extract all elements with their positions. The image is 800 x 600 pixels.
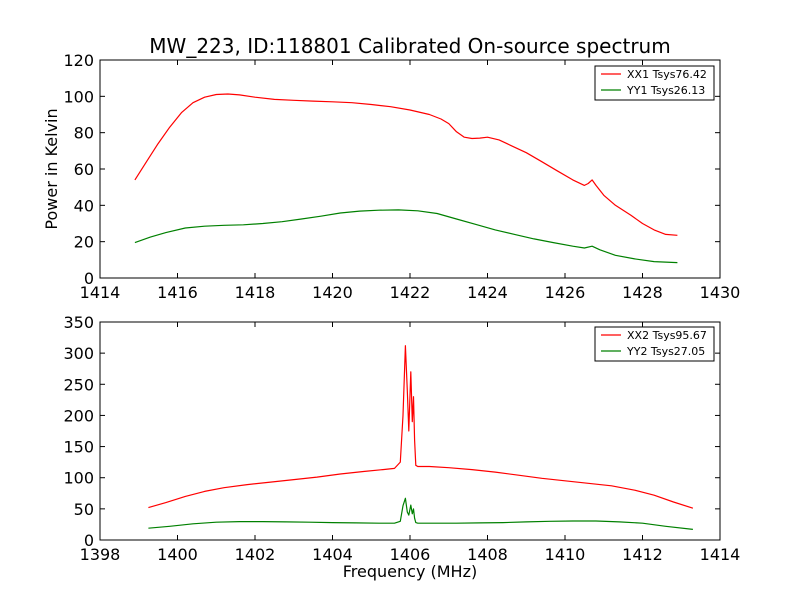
x-tick-label: 1424 [467,283,508,302]
x-tick-label: 1398 [80,545,121,564]
y-tick-label: 350 [63,313,94,332]
y-tick-label: 150 [63,438,94,457]
y-tick-label: 50 [74,500,94,519]
y-axis-label: Power in Kelvin [42,108,61,229]
bottom-panel: 1398 1400 1402 1404 1406 1408 1410 1412 1414 0 50 1… [63,313,740,564]
top-panel: 1414 1416 1418 1420 1422 1424 1426 1428 1430 0 20 4… [63,51,740,302]
x-tick-label: 1406 [390,545,431,564]
series-line-xx [134,93,678,236]
y-tick-label: 200 [63,406,94,425]
x-tick-label: 1412 [622,545,663,564]
y-tick-label: 250 [63,375,94,394]
x-tick-label: 1402 [235,545,276,564]
x-tick-label: 1422 [390,283,431,302]
y-tick-label: 100 [63,87,94,106]
x-tick-label: 1430 [700,283,741,302]
y-tick-label: 0 [84,531,94,550]
x-tick-label: 1418 [235,283,276,302]
x-tick-label: 1410 [545,545,586,564]
legend-label: XX2 Tsys95.67 [627,329,707,342]
y-tick-label: 100 [63,469,94,488]
legend-box [594,65,715,101]
y-tick-label: 40 [74,196,94,215]
y-tick-label: 20 [74,233,94,252]
x-tick-label: 1420 [312,283,353,302]
x-tick-label: 1400 [157,545,198,564]
x-tick-label: 1408 [467,545,508,564]
x-tick-label: 1414 [700,545,741,564]
series-line-yy [134,209,678,264]
y-tick-label: 300 [63,344,94,363]
x-tick-label: 1416 [157,283,198,302]
y-tick-label: 60 [74,160,94,179]
legend-label: YY1 Tsys26.13 [626,84,705,97]
legend-box [594,326,715,362]
y-tick-label: 80 [74,124,94,143]
series-line-yy [148,497,693,530]
legend-label: XX1 Tsys76.42 [627,68,707,81]
x-tick-label: 1404 [312,545,353,564]
y-tick-label: 0 [84,269,94,288]
series-line-xx [148,345,694,509]
x-tick-label: 1428 [622,283,663,302]
legend-label: YY2 Tsys27.05 [626,345,705,358]
y-tick-label: 120 [63,51,94,70]
x-tick-label: 1426 [545,283,586,302]
x-tick-label: 1414 [80,283,121,302]
chart-title: MW_223, ID:118801 Calibrated On-source s… [149,34,670,58]
x-axis-label: Frequency (MHz) [343,562,477,581]
